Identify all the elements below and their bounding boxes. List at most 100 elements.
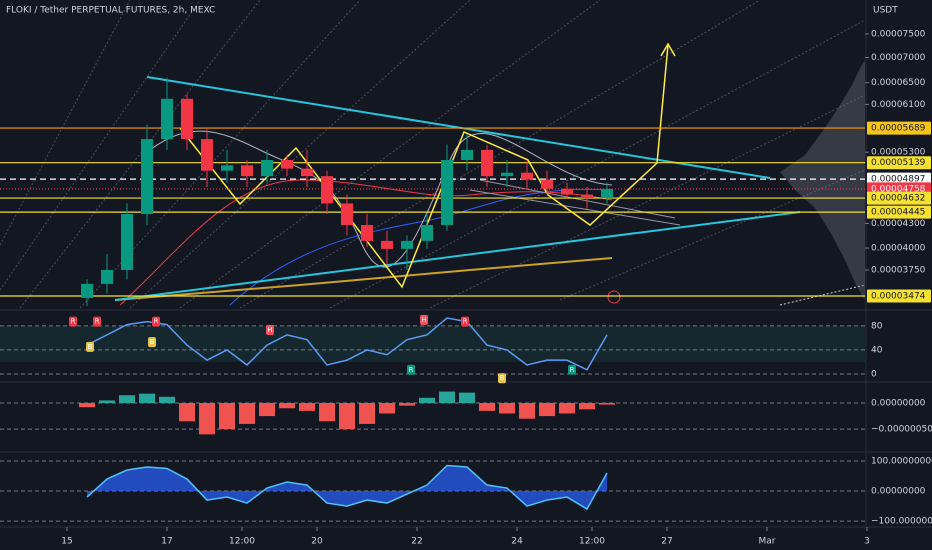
candle-body [141,139,153,215]
pane-separators [0,0,932,528]
histogram-bar [119,395,135,404]
rsi-band [0,326,865,362]
price-label: 0.00003474 [871,292,926,302]
signal-label: R [570,366,575,374]
histogram-bar [499,403,515,414]
x-tick-label: 3 [864,537,870,547]
candle-body [501,172,513,177]
price-label-box [867,205,931,219]
histogram-bar [279,403,295,409]
x-tick-label: Mar [759,537,776,547]
trend-line [114,211,801,301]
histogram-bar [219,403,235,430]
candle-body [401,240,413,249]
candle-body [421,224,433,241]
price-label-box [867,191,931,205]
candle-body [561,188,573,195]
price-label: 0.00005689 [871,124,926,134]
price-label-box [867,156,931,170]
fan-line [559,169,866,301]
candle-body [461,149,473,160]
arrow-head [660,42,676,57]
fan-line [779,284,866,306]
candle-body [241,165,253,177]
histogram-bar [239,403,255,424]
signal-badge [93,316,101,327]
fan-line [19,0,261,309]
price-label: 0.00004758 [871,184,926,194]
price-label: 0.00004445 [871,208,925,218]
signal-label: R [409,366,414,374]
histogram-bar [259,403,275,417]
price-label: 0.00005139 [871,158,926,168]
signal-badge [407,364,415,375]
x-tick-label: 12:00 [579,537,605,547]
histogram-bar [359,403,375,424]
signal-label: H [421,316,426,324]
histogram-bar [199,403,215,435]
ma-blue [229,188,613,306]
alert-icon [607,290,621,304]
x-tick-label: 24 [511,537,523,547]
histogram-bar [519,403,535,419]
signal-label: B [150,338,155,346]
x-tick-label: 27 [661,537,672,547]
y-tick-label: 0.00006100 [871,100,926,110]
histogram-bar [559,403,575,414]
y-tick-label: 80 [871,321,883,331]
candle-body [101,269,113,284]
histogram-bar [539,403,555,417]
y-tick-label: −100.00000000 [871,517,932,527]
histogram-bar [99,400,115,404]
y-tick-label: 100.00000000 [871,457,932,467]
histogram-bar [159,396,175,404]
histogram-bar [419,397,435,404]
candle-body [201,139,213,171]
x-tick-label: 15 [61,537,72,547]
y-tick-label: −0.00000050 [871,425,932,435]
histogram-bar [399,403,415,406]
chart-title: FLOKI / Tether PERPETUAL FUTURES, 2h, ME… [6,6,215,16]
y-tick-label: 0.00000000 [871,487,926,497]
y-tick-label: 0.00004300 [871,219,926,229]
signal-label: R [71,318,76,326]
y-tick-label: 0 [871,369,877,379]
signal-badge [266,325,274,336]
y-tick-label: 0.00003750 [871,265,926,275]
y-tick-label: 0.00006500 [871,78,926,88]
ma-red [119,179,613,306]
price-label: 0.00004897 [871,175,925,185]
histogram-bar [179,403,195,422]
histogram-bar [379,403,395,414]
signal-label: R [154,318,159,326]
signal-label: H [267,326,272,334]
signal-label: B [500,374,505,382]
x-tick-label: 22 [411,537,422,547]
signal-badge [86,341,94,352]
volume-profile [780,60,865,300]
candle-body [601,188,613,199]
signal-label: B [88,343,93,351]
signal-badge [420,314,428,325]
moving-averages [114,130,681,306]
candle-body [161,98,173,140]
signal-badge [148,337,156,348]
histogram-bar [439,391,455,404]
oscillator-line [86,464,608,511]
price-label: 0.00004632 [871,194,925,204]
candle-body [381,240,393,249]
signal-badge [152,316,160,327]
histogram-bar [479,403,495,411]
fan-line [239,0,761,309]
x-tick-label: 12:00 [229,537,255,547]
candle-body [341,203,353,225]
candle-body [361,224,373,241]
candle-body [81,283,93,298]
candle-body [261,159,273,177]
candle-body [321,176,333,204]
signal-badge [568,364,576,375]
y-tick-label: 40 [871,345,883,355]
candle-body [521,172,533,180]
